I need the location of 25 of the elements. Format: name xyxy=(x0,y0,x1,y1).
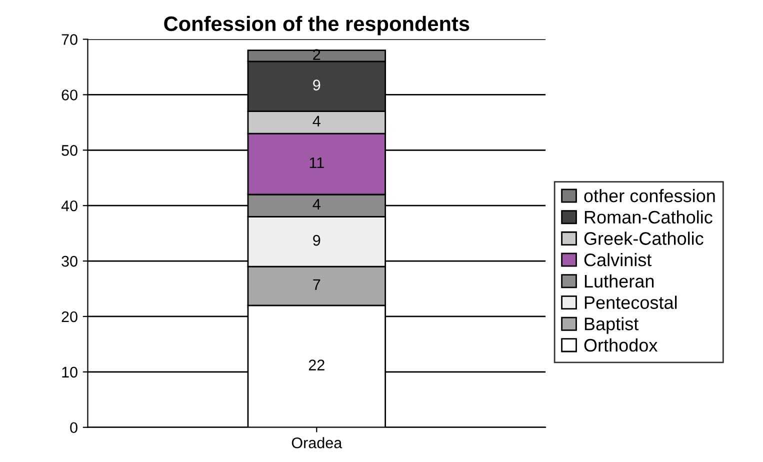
data-label: 4 xyxy=(312,199,320,210)
y-tick-label: 0 xyxy=(70,422,78,434)
legend-label: Pentecostal xyxy=(584,296,677,309)
chart-title: Confession of the respondents xyxy=(164,16,470,36)
legend-label: Greek-Catholic xyxy=(584,232,704,245)
legend-label: Lutheran xyxy=(584,274,654,288)
data-label: 4 xyxy=(312,116,320,126)
legend-label: Calvinist xyxy=(584,253,652,266)
legend-label: other confession xyxy=(584,188,715,202)
data-label: 11 xyxy=(310,157,324,168)
data-label: 9 xyxy=(313,80,320,90)
legend-label: Orthodox xyxy=(584,338,658,352)
x-tick-label: Oradea xyxy=(292,437,342,448)
legend-label: Baptist xyxy=(584,317,639,334)
legend-label: Roman-Catholic xyxy=(584,210,712,224)
y-tick-label: 60 xyxy=(62,90,78,100)
y-tick-label: 50 xyxy=(62,145,78,156)
data-label: 22 xyxy=(308,360,324,370)
y-tick-label: 70 xyxy=(62,34,78,45)
data-label: 9 xyxy=(313,234,320,246)
y-tick-label: 20 xyxy=(62,311,78,322)
y-tick-label: 30 xyxy=(62,256,78,267)
data-label: 7 xyxy=(313,279,320,290)
y-tick-label: 10 xyxy=(62,366,78,378)
y-tick-label: 40 xyxy=(61,200,78,212)
